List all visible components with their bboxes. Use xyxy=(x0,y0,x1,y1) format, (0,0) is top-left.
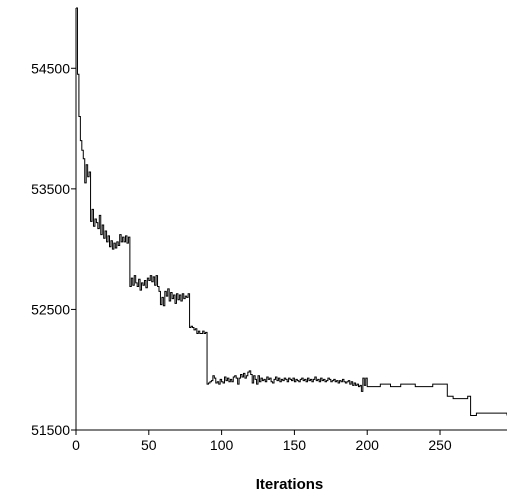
y-tick-label: 52500 xyxy=(31,301,70,317)
x-axis-title: Iterations xyxy=(256,476,324,493)
x-tick-label: 0 xyxy=(72,437,80,453)
y-tick-label: 51500 xyxy=(31,422,70,438)
plot-area xyxy=(76,7,507,417)
x-tick-label: 200 xyxy=(356,437,380,453)
y-tick-label: 54500 xyxy=(31,60,70,76)
x-axis: 0 50 100 150 200 250 xyxy=(72,429,507,453)
x-tick-label: 50 xyxy=(141,437,157,453)
y-axis: 51500 52500 53500 54500 xyxy=(31,8,77,438)
x-tick-label: 250 xyxy=(428,437,452,453)
x-tick-label: 150 xyxy=(283,437,307,453)
x-tick-label: 100 xyxy=(210,437,234,453)
series-line-0 xyxy=(76,7,507,417)
y-tick-label: 53500 xyxy=(31,181,70,197)
